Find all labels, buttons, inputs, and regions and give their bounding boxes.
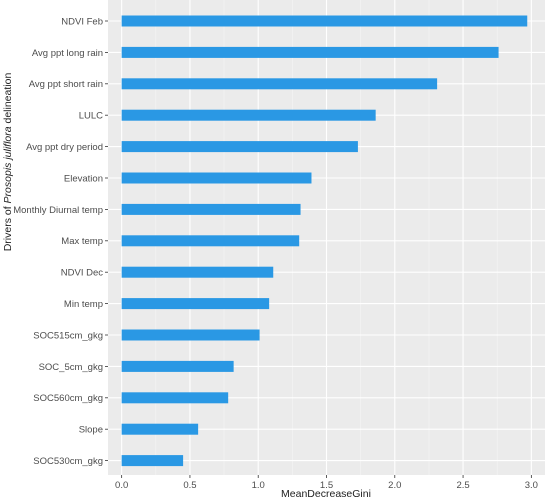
- y-axis-title-suffix: delineation: [2, 73, 14, 127]
- y-tick-label: NDVI Dec: [61, 268, 103, 279]
- x-tick-label: 2.0: [388, 480, 401, 491]
- y-tick-label: Monthly Diurnal temp: [13, 205, 103, 216]
- y-tick-label: SOC_5cm_gkg: [39, 362, 103, 373]
- bar: [121, 235, 300, 247]
- bar: [121, 15, 528, 27]
- x-axis-title: MeanDecreaseGini: [281, 488, 371, 500]
- y-tick-label: Avg ppt short rain: [29, 79, 103, 90]
- bar: [121, 203, 301, 215]
- x-tick-label: 3.0: [525, 480, 538, 491]
- bars: [121, 15, 528, 467]
- x-tick-labels: 0.0 0.5 1.0 1.5 2.0 2.5 3.0: [115, 475, 538, 491]
- y-tick-label: Slope: [79, 425, 103, 436]
- bar: [121, 172, 312, 184]
- bar: [121, 78, 438, 90]
- y-tick-label: Elevation: [64, 173, 103, 184]
- bar: [121, 298, 270, 310]
- bar: [121, 141, 358, 153]
- y-tick-label: NDVI Feb: [61, 16, 103, 27]
- x-tick-label: 2.5: [456, 480, 469, 491]
- bar: [121, 392, 229, 404]
- y-axis-title-italic: Prosopis juliflora: [2, 126, 14, 203]
- y-tick-label: Avg ppt dry period: [26, 142, 103, 153]
- x-tick-label: 1.5: [320, 480, 333, 491]
- y-tick-label: Max temp: [61, 236, 103, 247]
- bar: [121, 329, 260, 341]
- y-tick-labels: NDVI Feb Avg ppt long rain Avg ppt short r…: [13, 16, 108, 467]
- bar: [121, 360, 234, 372]
- bar: [121, 423, 199, 435]
- y-tick-label: Min temp: [64, 299, 103, 310]
- y-axis-title-prefix: Drivers of: [2, 203, 14, 251]
- x-tick-label: 0.0: [115, 480, 128, 491]
- y-tick-label: SOC560cm_gkg: [33, 393, 103, 404]
- y-axis-title: Drivers of Prosopis juliflora delineatio…: [2, 73, 14, 252]
- y-tick-label: SOC530cm_gkg: [33, 456, 103, 467]
- bar: [121, 109, 376, 121]
- y-tick-label: LULC: [79, 111, 103, 122]
- bar: [121, 455, 184, 467]
- x-tick-label: 1.0: [252, 480, 265, 491]
- x-tick-label: 0.5: [183, 480, 196, 491]
- bar: [121, 266, 274, 278]
- y-tick-label: Avg ppt long rain: [32, 48, 103, 59]
- y-tick-label: SOC515cm_gkg: [33, 330, 103, 341]
- bar: [121, 46, 499, 58]
